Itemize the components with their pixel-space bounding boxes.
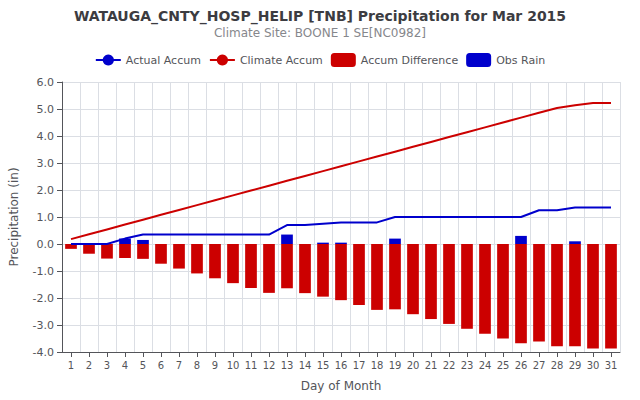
svg-text:-2.0: -2.0	[33, 292, 54, 305]
svg-text:1: 1	[68, 360, 74, 371]
svg-text:Obs Rain: Obs Rain	[496, 54, 545, 67]
svg-text:21: 21	[425, 360, 438, 371]
svg-text:Accum Difference: Accum Difference	[361, 54, 459, 67]
svg-text:26: 26	[515, 360, 528, 371]
svg-text:15: 15	[317, 360, 330, 371]
svg-text:Day of Month: Day of Month	[301, 379, 382, 393]
svg-text:22: 22	[443, 360, 456, 371]
svg-text:Climate Site: BOONE 1 SE[NC098: Climate Site: BOONE 1 SE[NC0982]	[214, 26, 426, 40]
svg-text:28: 28	[551, 360, 564, 371]
svg-text:24: 24	[479, 360, 492, 371]
svg-text:5.0: 5.0	[37, 103, 55, 116]
svg-text:25: 25	[497, 360, 510, 371]
svg-text:8: 8	[194, 360, 200, 371]
svg-text:9: 9	[212, 360, 218, 371]
svg-text:Actual Accum: Actual Accum	[126, 54, 201, 67]
svg-text:Precipitation (in): Precipitation (in)	[7, 167, 21, 266]
svg-text:30: 30	[587, 360, 600, 371]
svg-text:7: 7	[176, 360, 182, 371]
svg-text:11: 11	[245, 360, 258, 371]
svg-text:20: 20	[407, 360, 420, 371]
svg-text:23: 23	[461, 360, 474, 371]
svg-text:12: 12	[263, 360, 276, 371]
svg-text:5: 5	[140, 360, 146, 371]
svg-text:3.0: 3.0	[37, 157, 55, 170]
svg-text:-4.0: -4.0	[33, 346, 54, 359]
svg-text:WATAUGA_CNTY_HOSP_HELIP [TNB]: WATAUGA_CNTY_HOSP_HELIP [TNB] Precipitat…	[74, 8, 566, 25]
svg-text:Climate Accum: Climate Accum	[240, 54, 323, 67]
svg-text:2.0: 2.0	[37, 184, 55, 197]
svg-text:-3.0: -3.0	[33, 319, 54, 332]
svg-text:18: 18	[371, 360, 384, 371]
svg-text:4: 4	[122, 360, 128, 371]
svg-text:14: 14	[299, 360, 312, 371]
svg-text:6: 6	[158, 360, 164, 371]
svg-text:17: 17	[353, 360, 366, 371]
svg-text:31: 31	[605, 360, 618, 371]
svg-text:19: 19	[389, 360, 402, 371]
svg-text:2: 2	[86, 360, 92, 371]
svg-text:1.0: 1.0	[37, 211, 55, 224]
svg-text:0.0: 0.0	[37, 238, 55, 251]
svg-text:6.0: 6.0	[37, 76, 55, 89]
svg-text:16: 16	[335, 360, 348, 371]
svg-text:27: 27	[533, 360, 546, 371]
svg-text:3: 3	[104, 360, 110, 371]
svg-text:29: 29	[569, 360, 582, 371]
svg-text:4.0: 4.0	[37, 130, 55, 143]
svg-text:13: 13	[281, 360, 294, 371]
svg-text:-1.0: -1.0	[33, 265, 54, 278]
svg-text:10: 10	[227, 360, 240, 371]
